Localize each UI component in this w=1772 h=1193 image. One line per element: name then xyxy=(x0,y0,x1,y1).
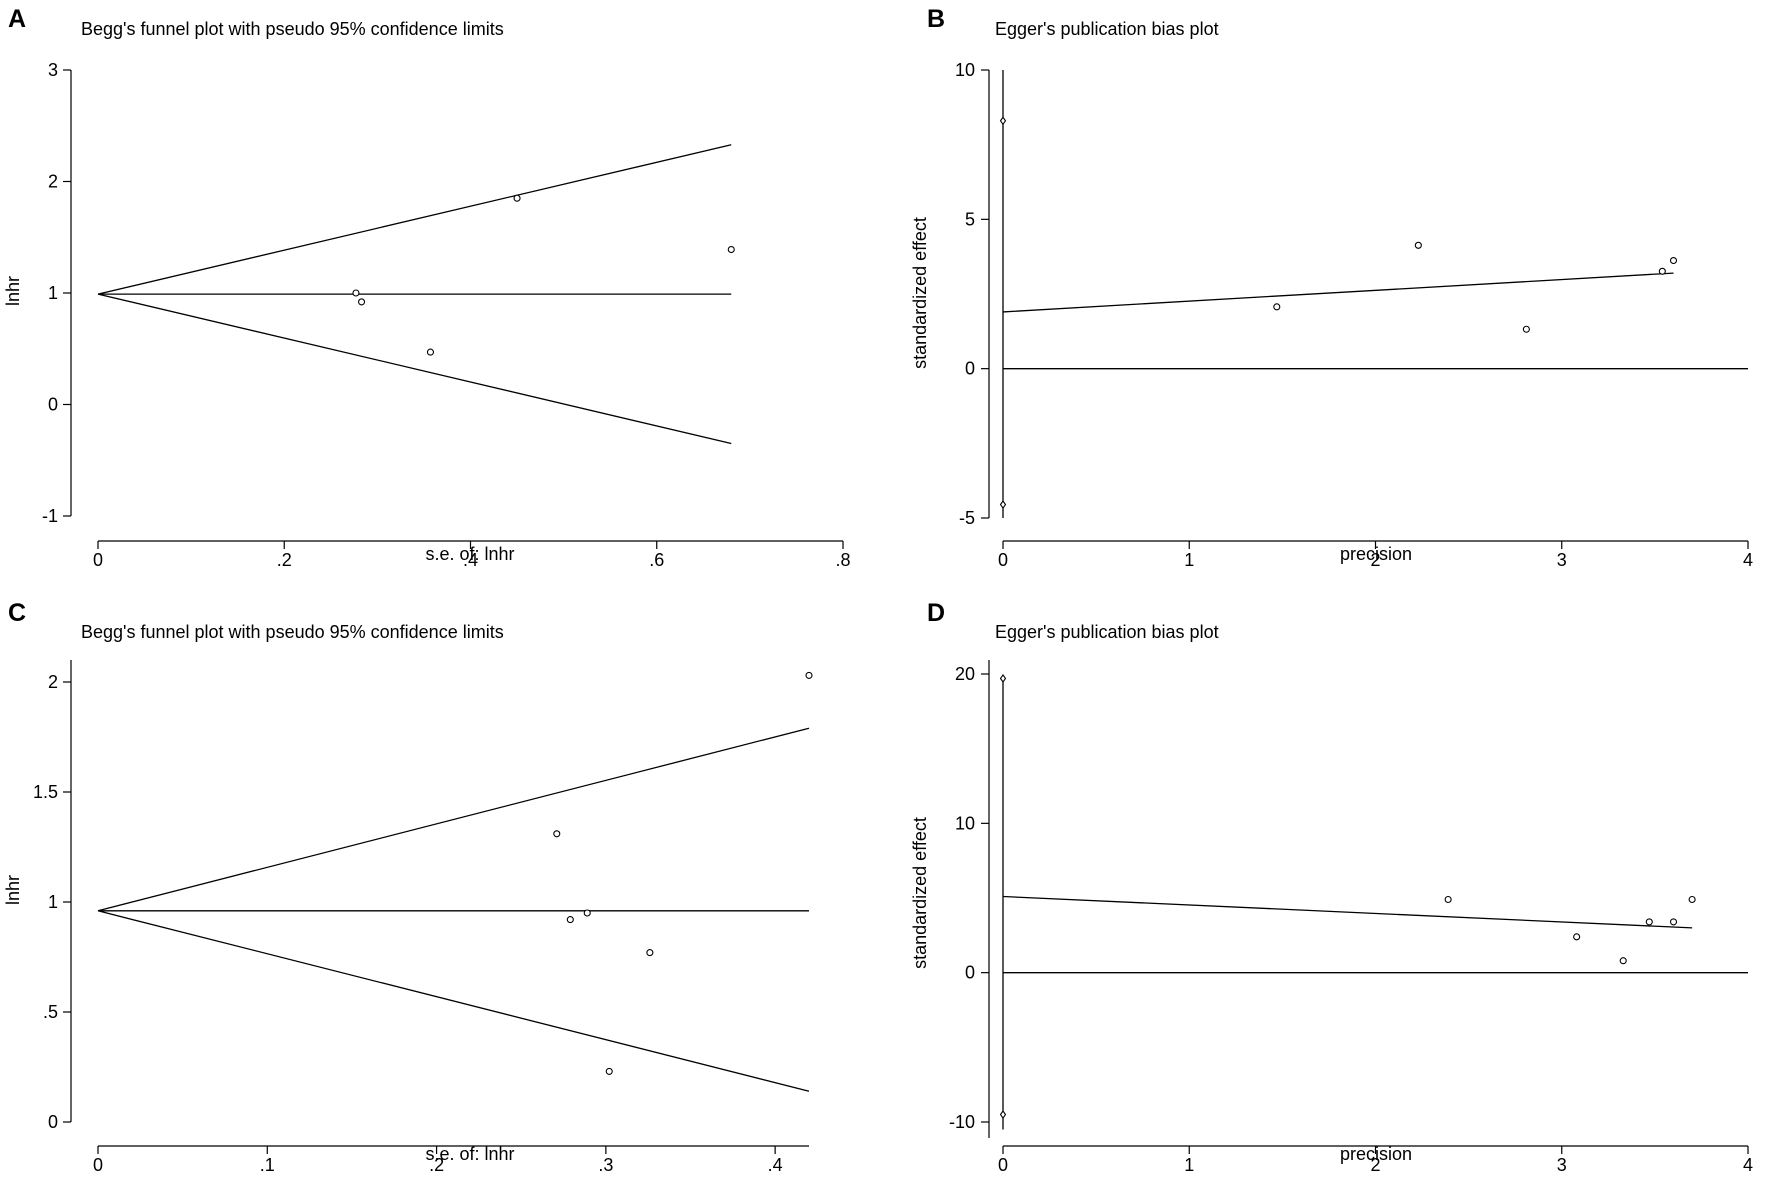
ci-diamond-marker xyxy=(999,116,1007,126)
y-tick-label: -1 xyxy=(42,506,58,526)
chart-title: Egger's publication bias plot xyxy=(995,622,1219,642)
x-tick-label: 4 xyxy=(1743,550,1753,570)
x-tick-label: 1 xyxy=(1184,1155,1194,1175)
data-point xyxy=(1669,918,1678,926)
y-axis-title: standardized effect xyxy=(910,817,930,969)
x-tick-label: 0 xyxy=(93,1155,103,1175)
ci-diamond-marker xyxy=(999,674,1007,683)
data-point xyxy=(1414,241,1422,249)
y-tick-label: 0 xyxy=(48,1112,58,1132)
data-point xyxy=(513,194,521,202)
data-point xyxy=(583,909,591,917)
x-axis-title: precision xyxy=(1340,1144,1412,1164)
panel-letter: A xyxy=(8,5,26,33)
lower-confidence-limit-line xyxy=(97,293,732,445)
chart-title: Begg's funnel plot with pseudo 95% confi… xyxy=(81,19,504,39)
y-axis-title: lnhr xyxy=(3,276,23,306)
x-tick-label: 3 xyxy=(1557,550,1567,570)
x-tick-label: 2 xyxy=(1370,1155,1380,1175)
chart-panel-d: D Egger's publication bias plot -10 0 10 20 0 1… xyxy=(910,599,1753,1175)
data-point xyxy=(352,289,360,297)
panel-letter: C xyxy=(8,599,26,627)
data-point xyxy=(727,245,735,254)
regression-line xyxy=(1002,895,1693,929)
x-tick-label: 0 xyxy=(998,550,1008,570)
data-point xyxy=(1573,933,1581,941)
data-point xyxy=(646,949,654,957)
chart-panel-a: A Begg's funnel plot with pseudo 95% conf… xyxy=(3,5,851,570)
data-point xyxy=(1688,895,1696,904)
ci-diamond-marker xyxy=(999,1110,1007,1119)
upper-confidence-limit-line xyxy=(97,727,810,912)
y-tick-label: 1.5 xyxy=(33,782,58,802)
regression-line xyxy=(1002,272,1674,313)
chart-title: Begg's funnel plot with pseudo 95% confi… xyxy=(81,622,504,642)
ci-diamond-marker xyxy=(999,500,1007,510)
lower-confidence-limit-line xyxy=(97,910,810,1092)
data-point xyxy=(1444,895,1452,904)
y-tick-label: 2 xyxy=(48,672,58,692)
y-tick-label: 0 xyxy=(48,395,58,415)
y-tick-label: 2 xyxy=(48,172,58,192)
x-tick-label: 2 xyxy=(1370,550,1380,570)
data-point xyxy=(553,830,561,838)
x-axis-title: s.e. of: lnhr xyxy=(425,544,514,564)
y-axis-title: standardized effect xyxy=(910,217,930,369)
x-tick-label: 4 xyxy=(1743,1155,1753,1175)
y-tick-label: 5 xyxy=(965,209,975,229)
data-point xyxy=(566,916,574,924)
data-point xyxy=(605,1067,613,1075)
data-point xyxy=(1658,267,1666,275)
data-point xyxy=(426,348,435,356)
chart-panel-b: B Egger's publication bias plot -5 0 5 10 0 1 2 3… xyxy=(910,5,1753,570)
y-tick-label: 0 xyxy=(965,359,975,379)
chart-panel-c: C Begg's funnel plot with pseudo 95% conf… xyxy=(3,599,813,1175)
data-point xyxy=(805,671,813,679)
y-tick-label: 10 xyxy=(955,60,975,80)
panel-letter: D xyxy=(927,599,945,627)
upper-confidence-limit-line xyxy=(97,144,732,295)
x-axis-title: precision xyxy=(1340,544,1412,564)
data-point xyxy=(1522,325,1530,333)
x-tick-label: .6 xyxy=(649,550,664,570)
x-tick-label: 0 xyxy=(93,550,103,570)
x-tick-label: 0 xyxy=(998,1155,1008,1175)
y-tick-label: 0 xyxy=(965,963,975,983)
x-tick-label: .4 xyxy=(463,550,478,570)
x-tick-label: .2 xyxy=(277,550,292,570)
y-tick-label: .5 xyxy=(43,1002,58,1022)
x-tick-label: .4 xyxy=(768,1155,783,1175)
y-tick-label: -5 xyxy=(959,508,975,528)
x-tick-label: .1 xyxy=(260,1155,275,1175)
x-axis-title: s.e. of: lnhr xyxy=(425,1144,514,1164)
y-tick-label: 10 xyxy=(955,813,975,833)
y-tick-label: 1 xyxy=(48,283,58,303)
y-tick-label: 3 xyxy=(48,60,58,80)
data-point xyxy=(1669,256,1678,265)
y-tick-label: 20 xyxy=(955,664,975,684)
chart-title: Egger's publication bias plot xyxy=(995,19,1219,39)
x-tick-label: .2 xyxy=(429,1155,444,1175)
data-point xyxy=(1273,303,1281,311)
data-point xyxy=(1619,957,1627,965)
panel-letter: B xyxy=(927,5,945,33)
y-tick-label: 1 xyxy=(48,892,58,912)
y-tick-label: -10 xyxy=(949,1112,975,1132)
data-point xyxy=(1645,918,1653,926)
data-point xyxy=(357,298,366,306)
y-axis-title: lnhr xyxy=(3,875,23,905)
x-tick-label: 3 xyxy=(1557,1155,1567,1175)
x-tick-label: .8 xyxy=(835,550,850,570)
x-tick-label: 1 xyxy=(1184,550,1194,570)
x-tick-label: .3 xyxy=(598,1155,613,1175)
